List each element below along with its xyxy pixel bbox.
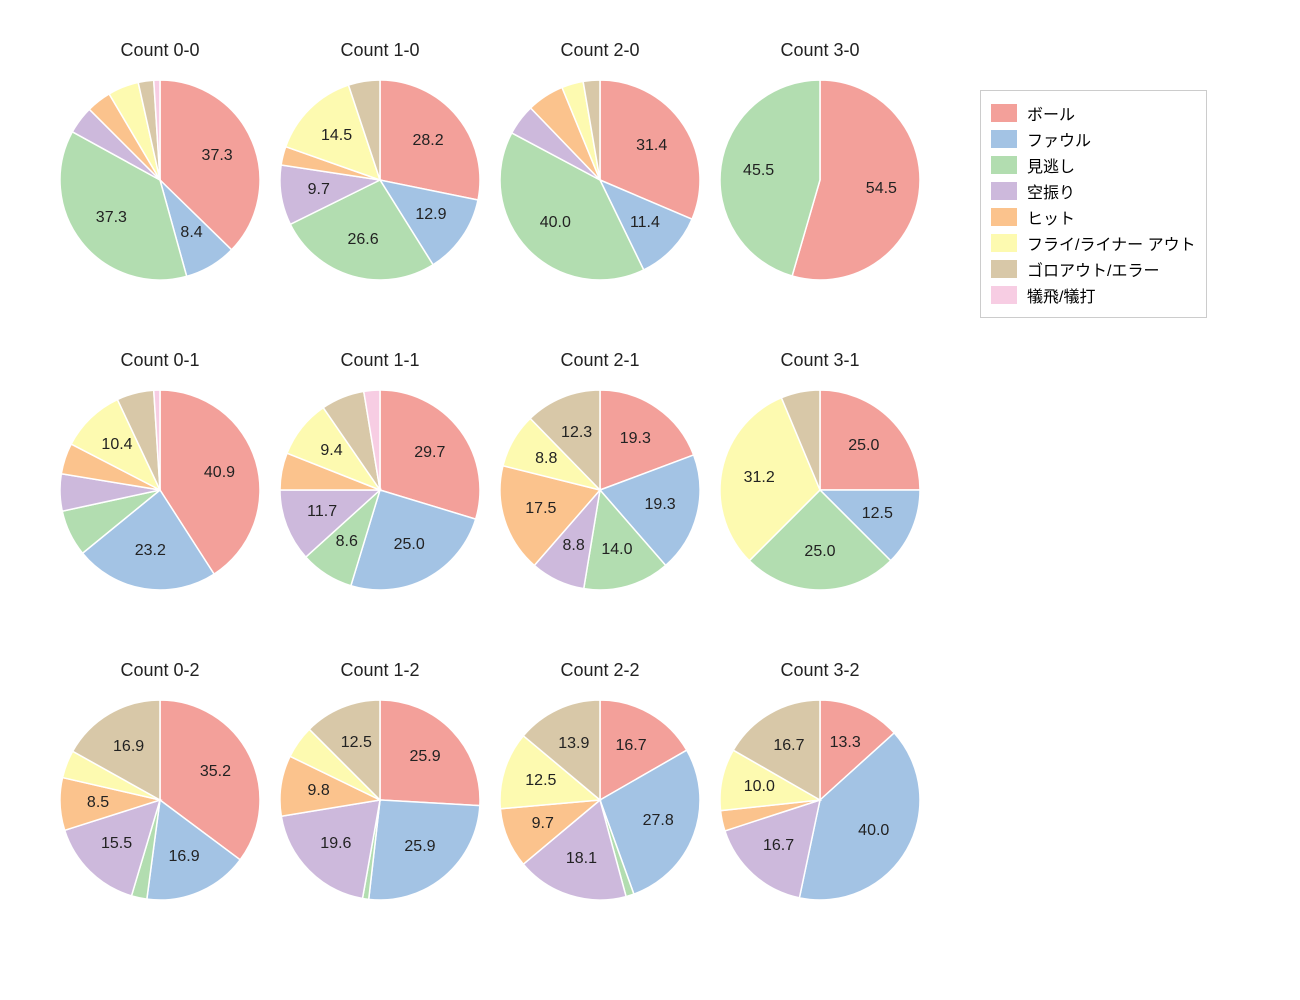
pie-title: Count 0-1 <box>60 350 260 371</box>
pie-chart <box>280 390 480 590</box>
legend-swatch <box>991 260 1017 278</box>
pie-slice-foul <box>369 800 480 900</box>
pie-slice-ball <box>380 700 480 806</box>
legend-label: 空振り <box>1027 179 1075 203</box>
legend-swatch <box>991 156 1017 174</box>
pie-title: Count 2-0 <box>500 40 700 61</box>
pie-chart <box>720 390 920 590</box>
legend-item-ball: ボール <box>991 101 1196 125</box>
pie-chart <box>720 80 920 280</box>
pie-title: Count 0-2 <box>60 660 260 681</box>
legend-label: 犠飛/犠打 <box>1027 283 1095 307</box>
pie-title: Count 3-1 <box>720 350 920 371</box>
legend-swatch <box>991 182 1017 200</box>
legend-swatch <box>991 130 1017 148</box>
pie-chart <box>60 700 260 900</box>
legend-item-foul: ファウル <box>991 127 1196 151</box>
legend-label: ゴロアウト/エラー <box>1027 257 1159 281</box>
pie-chart <box>500 700 700 900</box>
pie-chart <box>60 390 260 590</box>
legend-item-look: 見逃し <box>991 153 1196 177</box>
legend-swatch <box>991 234 1017 252</box>
pie-chart <box>280 700 480 900</box>
legend-swatch <box>991 286 1017 304</box>
pie-chart <box>500 390 700 590</box>
legend-label: 見逃し <box>1027 153 1075 177</box>
chart-grid: Count 0-037.38.437.3Count 1-028.212.926.… <box>0 0 1300 1000</box>
pie-title: Count 3-0 <box>720 40 920 61</box>
pie-title: Count 0-0 <box>60 40 260 61</box>
pie-chart <box>60 80 260 280</box>
legend-item-sac: 犠飛/犠打 <box>991 283 1196 307</box>
pie-chart <box>500 80 700 280</box>
legend-swatch <box>991 208 1017 226</box>
legend-label: ヒット <box>1027 205 1075 229</box>
legend-label: ボール <box>1027 101 1075 125</box>
legend-item-swing: 空振り <box>991 179 1196 203</box>
pie-title: Count 2-2 <box>500 660 700 681</box>
pie-slice-ball <box>380 80 480 200</box>
pie-slice-swing <box>281 800 380 898</box>
legend-label: ファウル <box>1027 127 1091 151</box>
pie-title: Count 1-0 <box>280 40 480 61</box>
pie-slice-ball <box>820 390 920 490</box>
pie-title: Count 1-1 <box>280 350 480 371</box>
pie-chart <box>280 80 480 280</box>
pie-title: Count 3-2 <box>720 660 920 681</box>
legend: ボールファウル見逃し空振りヒットフライ/ライナー アウトゴロアウト/エラー犠飛/… <box>980 90 1207 318</box>
pie-title: Count 2-1 <box>500 350 700 371</box>
legend-label: フライ/ライナー アウト <box>1027 231 1196 255</box>
legend-item-flyout: フライ/ライナー アウト <box>991 231 1196 255</box>
legend-item-hit: ヒット <box>991 205 1196 229</box>
pie-chart <box>720 700 920 900</box>
legend-item-groundout: ゴロアウト/エラー <box>991 257 1196 281</box>
pie-title: Count 1-2 <box>280 660 480 681</box>
legend-swatch <box>991 104 1017 122</box>
